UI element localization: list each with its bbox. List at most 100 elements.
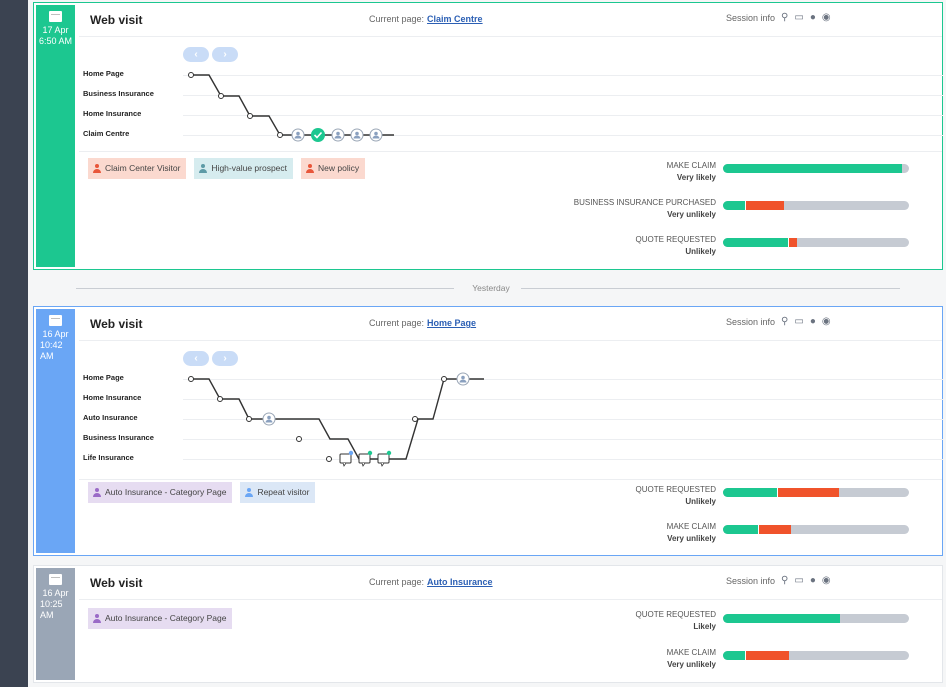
current-page: Current page: Home Page (369, 318, 476, 328)
chevron-left-icon[interactable]: ‹ (183, 351, 209, 366)
apple-icon: ● (809, 316, 816, 327)
journey-gridline (183, 75, 943, 76)
journey-node (326, 456, 332, 462)
visit-title: Web visit (90, 576, 143, 590)
journey-page-label: Home Page (83, 69, 124, 78)
prediction-name: MAKE CLAIM (666, 161, 716, 170)
prediction-bar (723, 614, 909, 623)
tag[interactable]: High-value prospect (194, 158, 294, 179)
journey-node (246, 416, 252, 422)
prediction-name: QUOTE REQUESTED (635, 485, 716, 494)
day-separator: Yesterday (76, 283, 900, 293)
journey-path (188, 372, 484, 467)
session-info-label: Session info (726, 576, 776, 586)
journey-page-label: Home Insurance (83, 109, 142, 118)
location-icon: ⚲ (781, 12, 789, 23)
journey-page-label: Home Page (83, 373, 124, 382)
calendar-icon (49, 574, 62, 585)
prediction-bar (723, 238, 909, 247)
current-page-label: Current page: (369, 318, 425, 328)
tag[interactable]: Repeat visitor (240, 482, 316, 503)
tag[interactable]: Claim Center Visitor (88, 158, 187, 179)
bar-segment-green (723, 525, 759, 534)
visit-date-stripe: 16 Apr 10:25 AM (36, 568, 75, 680)
calendar-icon (49, 11, 62, 22)
day-separator-label: Yesterday (472, 283, 510, 293)
check-icon (311, 128, 325, 142)
journey-page-label: Life Insurance (83, 453, 134, 462)
bar-segment-red (746, 201, 784, 210)
visit-title: Web visit (90, 13, 143, 27)
chevron-right-icon[interactable]: › (212, 351, 238, 366)
visit-date-stripe: 16 Apr 10:42 AM (36, 309, 75, 553)
person-icon (198, 164, 207, 173)
session-info[interactable]: Session info ⚲ ▭ ● ◉ (726, 12, 831, 24)
tag[interactable]: Auto Insurance - Category Page (88, 608, 233, 629)
visit-date-stripe: 17 Apr 6:50 AM (36, 5, 75, 267)
prediction-value: Unlikely (685, 497, 716, 506)
journey-page-label: Business Insurance (83, 433, 154, 442)
current-page-link[interactable]: Auto Insurance (427, 577, 493, 587)
session-info-label: Session info (726, 13, 776, 23)
session-info[interactable]: Session info ⚲ ▭ ● ◉ (726, 316, 831, 328)
apple-icon: ● (809, 12, 816, 23)
visit-title: Web visit (90, 317, 143, 331)
visit-card: 17 Apr 6:50 AM Web visit Current page: Cl… (33, 2, 943, 270)
chat-icon (339, 450, 354, 467)
journey-gridline (183, 419, 943, 420)
tag-list: Auto Insurance - Category Page (88, 608, 233, 629)
prediction-value: Very likely (676, 173, 716, 182)
prediction: BUSINESS INSURANCE PURCHASED Very unlikel… (516, 197, 716, 221)
desktop-icon: ▭ (794, 316, 804, 327)
prediction-bar (723, 651, 909, 660)
chevron-right-icon[interactable]: › (212, 47, 238, 62)
journey-node (218, 93, 224, 99)
prediction: QUOTE REQUESTED Unlikely (516, 484, 716, 508)
person-icon (305, 164, 314, 173)
visit-header: Web visit Current page: Home Page Session… (79, 307, 942, 341)
journey-gridline (183, 439, 943, 440)
journey-page-label: Auto Insurance (83, 413, 138, 422)
session-info-label: Session info (726, 317, 776, 327)
bar-segment-green (723, 238, 789, 247)
journey-gridline (183, 135, 943, 136)
prediction: MAKE CLAIM Very unlikely (516, 521, 716, 545)
tag-list: Claim Center Visitor High-value prospect… (88, 158, 366, 179)
current-page-label: Current page: (369, 577, 425, 587)
journey-page-label: Business Insurance (83, 89, 154, 98)
journey-node (217, 396, 223, 402)
bar-segment-green (723, 164, 902, 173)
prediction-name: MAKE CLAIM (666, 522, 716, 531)
section-divider (79, 479, 942, 480)
tag-label: High-value prospect (211, 163, 288, 173)
prediction: QUOTE REQUESTED Unlikely (516, 234, 716, 258)
visit-date: 17 Apr (42, 25, 69, 35)
visit-header: Web visit Current page: Auto Insurance Se… (79, 566, 942, 600)
prediction-name: QUOTE REQUESTED (635, 235, 716, 244)
chevron-left-icon[interactable]: ‹ (183, 47, 209, 62)
tag[interactable]: New policy (301, 158, 366, 179)
current-page-link[interactable]: Home Page (427, 318, 477, 328)
apple-icon: ● (809, 575, 816, 586)
prediction-name: QUOTE REQUESTED (635, 610, 716, 619)
journey-node (247, 113, 253, 119)
bar-segment-red (746, 651, 790, 660)
tag[interactable]: Auto Insurance - Category Page (88, 482, 233, 503)
current-page-label: Current page: (369, 14, 425, 24)
journey-page-label: Claim Centre (83, 129, 130, 138)
current-page-link[interactable]: Claim Centre (427, 14, 483, 24)
chrome-icon: ◉ (821, 316, 831, 327)
visit-time: 10:25 AM (40, 599, 63, 620)
bar-segment-green (723, 201, 746, 210)
desktop-icon: ▭ (794, 12, 804, 23)
location-icon: ⚲ (781, 575, 789, 586)
current-page: Current page: Auto Insurance (369, 577, 493, 587)
visit-time: 6:50 AM (38, 36, 73, 46)
visit-card: 16 Apr 10:42 AM Web visit Current page: H… (33, 306, 943, 556)
journey-gridline (183, 115, 943, 116)
session-info[interactable]: Session info ⚲ ▭ ● ◉ (726, 575, 831, 587)
section-divider (79, 151, 942, 152)
person-icon (92, 488, 101, 497)
prediction-bar (723, 164, 909, 173)
person-icon (244, 488, 253, 497)
